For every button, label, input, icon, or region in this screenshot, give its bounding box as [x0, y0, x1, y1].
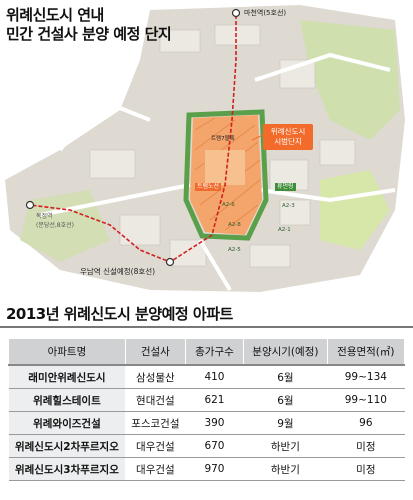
cell-apartment-name: 위례신도시3차푸르지오: [8, 457, 126, 481]
table-row: 위례힐스테이트 현대건설 621 6월 99~110: [8, 388, 405, 412]
callout-pointer: [251, 134, 264, 141]
bokjeong-station-label: 복정역 (분당선,8호선): [36, 213, 75, 229]
cell-floor-area: 96: [327, 411, 405, 435]
table-header-row: 아파트명 건설사 총가구수 분양시기(예정) 전용면적(㎡): [8, 338, 406, 366]
cell-floor-area: 미정: [327, 434, 405, 458]
table-row: 위례신도시2차푸르지오 대우건설 670 하반기 미정: [8, 434, 405, 458]
title-divider: [0, 326, 413, 328]
cell-total-units: 970: [185, 457, 244, 481]
callout-line-2: 시범단지: [274, 137, 302, 146]
cell-apartment-name: 위례힐스테이트: [8, 388, 126, 412]
cell-floor-area: 미정: [327, 457, 405, 481]
cell-sale-period: 9월: [243, 411, 328, 435]
cell-builder: 삼성물산: [125, 365, 186, 389]
cell-total-units: 390: [185, 411, 244, 435]
block-label-a2-6: A2-6: [222, 202, 235, 208]
apartment-table: 아파트명 건설사 총가구수 분양시기(예정) 전용면적(㎡) 래미안위례신도시 …: [8, 338, 406, 481]
map-area: 위례신도시 연내 민간 건설사 분양 예정 단지 마천역(5호선) 위례신도시 …: [5, 5, 405, 292]
map-title: 위례신도시 연내 민간 건설사 분양 예정 단지: [6, 6, 172, 44]
green-space-west: [20, 190, 110, 262]
macheon-station-label: 마천역(5호선): [244, 9, 287, 17]
district-boundary: [183, 109, 269, 241]
header-sale-period: 분양시기(예정): [243, 338, 328, 366]
cell-builder: 대우건설: [125, 434, 186, 458]
green-space-north: [300, 20, 400, 140]
cell-apartment-name: 위례와이즈건설: [8, 411, 126, 435]
cell-floor-area: 99~134: [327, 365, 405, 389]
station-marker-icon: [231, 8, 241, 18]
map-graphic: [5, 5, 405, 292]
pilot-complex-callout: 위례신도시 시범단지: [263, 124, 313, 150]
cell-sale-period: 6월: [243, 365, 328, 389]
table-title: 2013년 위례신도시 분양예정 아파트: [6, 305, 233, 323]
cell-total-units: 410: [185, 365, 244, 389]
table-row: 래미안위례신도시 삼성물산 410 6월 99~134: [8, 365, 405, 389]
station-marker-icon: [165, 257, 175, 267]
cell-builder: 대우건설: [125, 457, 186, 481]
cell-apartment-name: 위례신도시2차푸르지오: [8, 434, 126, 458]
block-label-a2-3: A2-3: [282, 203, 295, 209]
cell-total-units: 621: [185, 388, 244, 412]
callout-line-1: 위례신도시: [270, 127, 306, 136]
header-floor-area: 전용면적(㎡): [326, 338, 406, 366]
green-space-east: [320, 170, 390, 250]
map-title-line-2: 민간 건설사 분양 예정 단지: [6, 25, 172, 43]
park-tag: 휴먼링: [275, 183, 296, 191]
station-marker-icon: [25, 200, 35, 210]
cell-builder: 포스코건설: [125, 411, 186, 435]
header-builder: 건설사: [124, 338, 186, 366]
header-apartment-name: 아파트명: [8, 338, 126, 366]
cell-sale-period: 하반기: [243, 457, 328, 481]
table-row: 위례신도시3차푸르지오 대우건설 970 하반기 미정: [8, 457, 405, 481]
cell-total-units: 670: [185, 434, 244, 458]
cell-builder: 현대건설: [125, 388, 186, 412]
tram-route-tag: 트램노선: [195, 183, 222, 191]
header-total-units: 총가구수: [184, 338, 245, 366]
block-label-a2-8: A2-8: [228, 222, 241, 228]
table-row: 위례와이즈건설 포스코건설 390 9월 96: [8, 411, 405, 435]
road-network: [39, 52, 396, 292]
tram-block-label: 트램7블록: [211, 136, 235, 142]
cell-sale-period: 6월: [243, 388, 328, 412]
block-label-a2-5: A2-5: [228, 247, 241, 253]
cell-apartment-name: 래미안위례신도시: [8, 365, 126, 389]
cell-sale-period: 하반기: [243, 434, 328, 458]
block-label-a2-1: A2-1: [278, 227, 291, 233]
city-blocks: [89, 24, 356, 268]
rail-line: [29, 15, 237, 263]
map-title-line-1: 위례신도시 연내: [6, 6, 104, 24]
cell-floor-area: 99~110: [327, 388, 405, 412]
unam-station-label: 우남역 신설예정(8호선): [80, 267, 156, 276]
